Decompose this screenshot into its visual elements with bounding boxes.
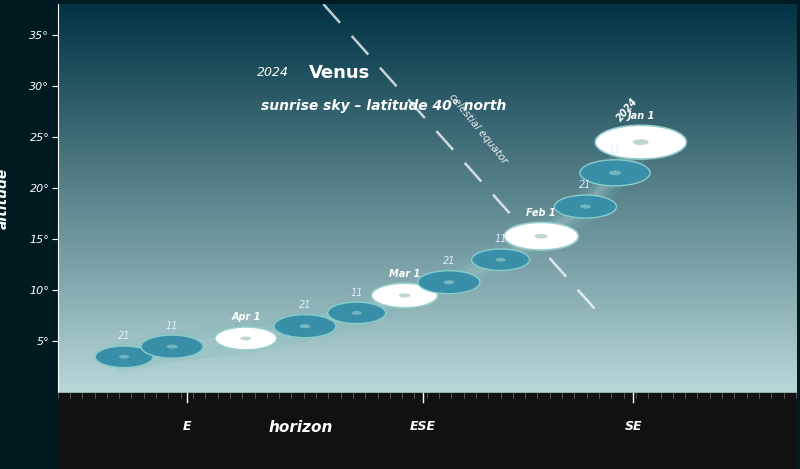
Text: 11: 11 [166, 320, 178, 331]
Text: Apr 1: Apr 1 [231, 312, 261, 322]
Text: altitude: altitude [0, 168, 10, 229]
Ellipse shape [504, 222, 578, 250]
Text: ESE: ESE [410, 420, 436, 433]
Text: Mar 1: Mar 1 [389, 269, 420, 279]
Ellipse shape [609, 171, 621, 175]
Ellipse shape [595, 125, 686, 159]
Ellipse shape [554, 195, 617, 218]
Ellipse shape [495, 258, 506, 262]
Ellipse shape [119, 355, 129, 359]
Ellipse shape [299, 324, 310, 328]
Ellipse shape [534, 234, 548, 239]
Ellipse shape [351, 311, 362, 315]
Text: celestial equator: celestial equator [447, 92, 510, 166]
Text: Jan 1: Jan 1 [627, 111, 654, 121]
Ellipse shape [472, 249, 530, 271]
Text: SE: SE [625, 420, 642, 433]
Text: E: E [182, 420, 191, 433]
Text: 11: 11 [494, 234, 507, 244]
Text: 21: 21 [442, 256, 455, 266]
Bar [58, 393, 796, 469]
Ellipse shape [418, 271, 480, 294]
Ellipse shape [443, 280, 454, 284]
Ellipse shape [399, 293, 410, 298]
Ellipse shape [141, 335, 203, 358]
Ellipse shape [95, 346, 153, 368]
Ellipse shape [580, 204, 591, 209]
Text: 21: 21 [579, 181, 592, 190]
Ellipse shape [371, 283, 438, 308]
Ellipse shape [580, 160, 650, 186]
Ellipse shape [328, 302, 386, 324]
Text: 2024: 2024 [615, 97, 640, 124]
Text: horizon: horizon [268, 420, 333, 435]
Text: 2024: 2024 [257, 66, 289, 79]
Ellipse shape [241, 336, 251, 340]
Text: 21: 21 [118, 332, 130, 341]
Text: Feb 1: Feb 1 [526, 208, 556, 218]
Ellipse shape [166, 345, 178, 348]
Text: 11: 11 [609, 145, 622, 155]
Ellipse shape [274, 315, 336, 338]
Text: 21: 21 [298, 300, 311, 310]
Ellipse shape [215, 327, 277, 350]
Text: 11: 11 [350, 287, 363, 297]
Ellipse shape [633, 139, 649, 145]
Text: sunrise sky – latitude 40° north: sunrise sky – latitude 40° north [261, 99, 506, 113]
Text: Venus: Venus [309, 64, 370, 83]
